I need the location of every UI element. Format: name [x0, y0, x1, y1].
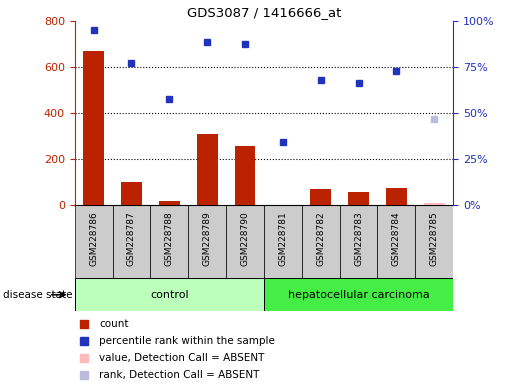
Bar	[424, 203, 444, 205]
Bar	[235, 146, 255, 205]
Bar	[121, 182, 142, 205]
Text: GSM228789: GSM228789	[203, 211, 212, 266]
Bar	[264, 278, 453, 311]
Text: GSM228781: GSM228781	[279, 211, 287, 266]
Bar	[150, 205, 188, 278]
Bar	[75, 278, 264, 311]
Bar	[264, 205, 302, 278]
Bar	[340, 205, 377, 278]
Bar	[348, 192, 369, 205]
Bar	[302, 205, 340, 278]
Bar	[159, 201, 180, 205]
Bar	[112, 205, 150, 278]
Text: GSM228786: GSM228786	[89, 211, 98, 266]
Text: control: control	[150, 290, 188, 300]
Bar	[386, 188, 407, 205]
Text: value, Detection Call = ABSENT: value, Detection Call = ABSENT	[99, 353, 265, 363]
Text: percentile rank within the sample: percentile rank within the sample	[99, 336, 275, 346]
Bar	[377, 205, 415, 278]
Text: GSM228783: GSM228783	[354, 211, 363, 266]
Text: GSM228790: GSM228790	[241, 211, 249, 266]
Bar	[83, 51, 104, 205]
Text: count: count	[99, 318, 129, 329]
Text: GSM228782: GSM228782	[316, 211, 325, 266]
Bar	[415, 205, 453, 278]
Text: hepatocellular carcinoma: hepatocellular carcinoma	[288, 290, 430, 300]
Bar	[197, 134, 217, 205]
Bar	[188, 205, 226, 278]
Text: GSM228788: GSM228788	[165, 211, 174, 266]
Bar	[226, 205, 264, 278]
Text: GSM228787: GSM228787	[127, 211, 136, 266]
Text: GSM228784: GSM228784	[392, 211, 401, 266]
Text: GSM228785: GSM228785	[430, 211, 439, 266]
Bar	[311, 189, 331, 205]
Text: disease state: disease state	[3, 290, 72, 300]
Text: rank, Detection Call = ABSENT: rank, Detection Call = ABSENT	[99, 370, 260, 381]
Bar	[75, 205, 112, 278]
Title: GDS3087 / 1416666_at: GDS3087 / 1416666_at	[187, 5, 341, 18]
